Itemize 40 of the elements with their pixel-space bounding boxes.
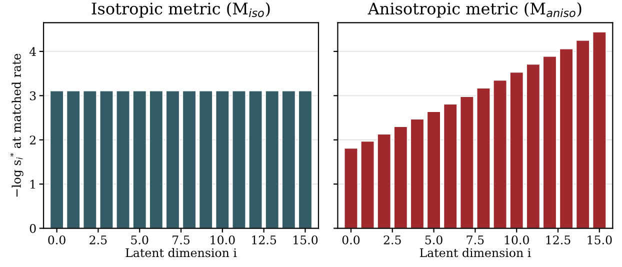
x-tick-label: 5.0 — [425, 235, 442, 244]
x-tick-label: 12.5 — [546, 235, 570, 244]
bar — [510, 72, 524, 228]
bar — [576, 40, 590, 228]
x-tick-label: 0.0 — [48, 235, 66, 244]
x-axis-title: Latent dimension i — [420, 248, 531, 258]
x-tick-label: 0.0 — [342, 235, 360, 244]
bar — [526, 64, 540, 228]
chart-title: Anisotropic metric (M$_{aniso}$) — [368, 2, 582, 18]
x-tick-label: 10.0 — [504, 235, 529, 244]
bar — [460, 96, 474, 228]
bar — [476, 88, 491, 228]
x-tick-label: 15.0 — [588, 235, 612, 244]
y-tick-label: 2 — [30, 136, 36, 144]
x-tick-label: 7.5 — [172, 236, 190, 244]
y-axis-title: −log s$_{i}$$^{*}$ at matched rate — [10, 54, 24, 197]
bar — [493, 80, 508, 228]
bar — [542, 56, 557, 228]
bar — [344, 148, 358, 228]
x-tick-label: 2.5 — [90, 235, 107, 244]
x-axis-title: Latent dimension i — [126, 248, 237, 258]
x-tick-label: 10.0 — [210, 235, 235, 244]
y-tick-label: 1 — [30, 180, 35, 189]
x-tick-label: 5.0 — [131, 235, 148, 244]
bar — [559, 48, 574, 228]
x-tick-label: 2.5 — [384, 235, 401, 244]
x-tick-label: 12.5 — [252, 235, 276, 244]
bar — [426, 111, 441, 228]
y-tick-label: 0 — [30, 224, 36, 233]
bar — [592, 32, 606, 228]
y-tick-label: 3 — [30, 91, 36, 100]
y-tick-label: 4 — [29, 47, 36, 56]
bar — [443, 104, 458, 228]
bar — [360, 140, 375, 228]
x-tick-label: 15.0 — [294, 235, 318, 244]
x-tick-label: 7.5 — [466, 236, 484, 244]
bar — [394, 126, 408, 228]
bar — [377, 134, 392, 228]
bar — [410, 118, 424, 228]
chart-title: Isotropic metric (M$_{iso}$) — [92, 2, 270, 18]
